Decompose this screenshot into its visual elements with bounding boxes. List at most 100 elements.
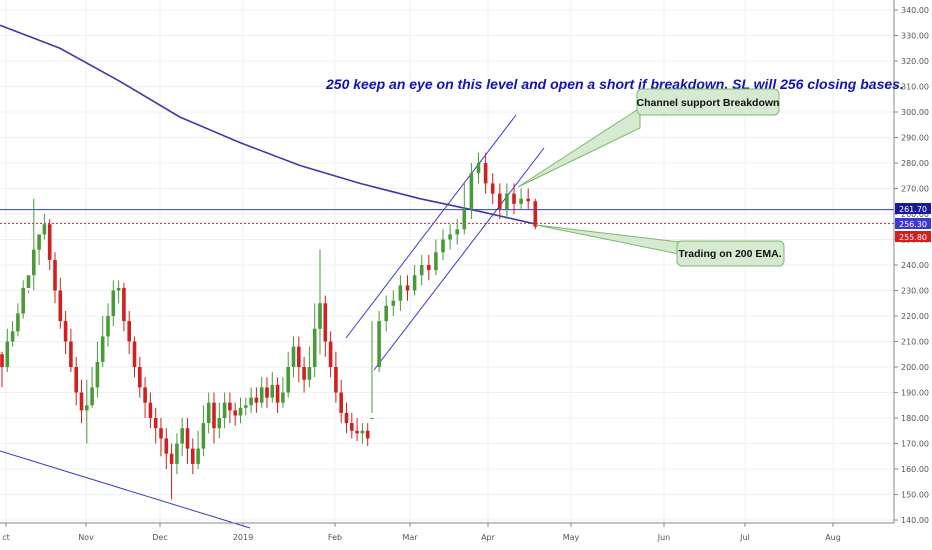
callout-trading-ema[interactable]: Trading on 200 EMA.: [535, 224, 785, 267]
candle: [391, 290, 396, 316]
candle: [238, 397, 243, 424]
candle-body: [360, 430, 365, 434]
candle-body: [249, 397, 253, 406]
candle: [16, 303, 20, 337]
candle: [434, 239, 438, 276]
candle-body: [519, 198, 523, 204]
candle-body: [132, 341, 137, 367]
candle-body: [164, 438, 169, 454]
callout-channel-support[interactable]: Channel support Breakdown: [517, 88, 780, 188]
candle-body: [122, 287, 126, 322]
candle-body: [259, 387, 264, 403]
candle: [355, 418, 359, 441]
candle: [175, 433, 179, 475]
candle-body: [217, 418, 222, 429]
candle-body: [281, 392, 285, 403]
candle: [164, 428, 169, 469]
candle-body: [434, 252, 438, 271]
y-tick-label: 180.00: [901, 414, 929, 423]
candle: [312, 303, 317, 378]
candle-body: [526, 198, 530, 202]
candle-body: [355, 430, 359, 434]
candle: [370, 321, 374, 419]
candle: [505, 183, 509, 220]
candle-body: [448, 234, 452, 240]
candle: [58, 277, 63, 329]
candle-body: [196, 448, 200, 464]
y-tick-label: 290.00: [901, 134, 929, 143]
candle-body: [377, 321, 381, 367]
candle-body: [365, 430, 370, 439]
y-tick-label: 210.00: [901, 338, 929, 347]
candle: [10, 321, 15, 347]
candle-body: [191, 448, 195, 464]
candle-body: [138, 367, 142, 388]
candle: [42, 214, 47, 240]
candle-body: [505, 193, 509, 209]
candle-body: [10, 331, 15, 342]
candle-body: [185, 428, 190, 449]
candle: [196, 430, 200, 469]
candle: [244, 397, 248, 416]
candle-body: [350, 423, 354, 431]
trend-lines: [0, 114, 545, 529]
candle: [169, 443, 174, 500]
candle: [127, 310, 131, 355]
candle: [441, 229, 445, 260]
candle-body: [169, 453, 174, 464]
candle: [79, 379, 84, 424]
candle-body: [228, 402, 232, 411]
candle-body: [318, 303, 322, 329]
candle: [275, 377, 280, 413]
candle-body: [370, 418, 374, 419]
candle: [533, 198, 538, 230]
callout-box: [636, 88, 780, 116]
candle: [159, 418, 163, 457]
y-tick-label: 230.00: [901, 287, 929, 296]
candle: [526, 188, 530, 209]
candle-body: [328, 341, 333, 367]
candle: [53, 252, 57, 304]
x-tick-label: May: [563, 533, 580, 542]
candle: [233, 402, 237, 426]
candle-body: [58, 290, 63, 322]
candle: [191, 438, 195, 475]
candle: [455, 219, 459, 245]
horizontal-levels: [0, 209, 894, 224]
candle-body: [391, 300, 396, 306]
price-box-label: 256.30: [899, 220, 927, 229]
candle: [69, 328, 73, 373]
time-axis[interactable]: ct Nov Dec 2019 Feb Mar Apr May Jun Jul Aug: [2, 523, 841, 542]
candle: [365, 423, 370, 447]
callout-label: Trading on 200 EMA.: [678, 248, 781, 260]
candle: [122, 282, 126, 332]
candle-body: [79, 392, 84, 411]
candle: [26, 275, 31, 294]
y-tick-label: 310.00: [901, 83, 929, 92]
candle: [0, 351, 4, 388]
candle-body: [95, 361, 100, 388]
candle-body: [490, 183, 495, 194]
candle: [111, 280, 116, 327]
candle-body: [69, 341, 73, 367]
price-box-label: 255.80: [899, 233, 927, 242]
candle-body: [398, 285, 403, 301]
candle-body: [47, 224, 52, 260]
price-box: 256.30: [895, 218, 931, 229]
candle: [180, 418, 184, 457]
x-tick-label: 2019: [233, 533, 253, 542]
y-tick-label: 170.00: [901, 440, 929, 449]
candle-body: [323, 303, 328, 342]
candle-body: [483, 163, 488, 184]
candle-body: [334, 367, 338, 393]
price-box: 255.80: [895, 231, 931, 242]
candle: [265, 377, 269, 408]
candle-body: [302, 367, 306, 380]
candle: [217, 402, 222, 439]
y-tick-label: 280.00: [901, 159, 929, 168]
candle: [153, 407, 158, 444]
callout-label: Channel support Breakdown: [637, 97, 780, 109]
candle-body: [498, 193, 502, 209]
candle-body: [244, 405, 248, 408]
